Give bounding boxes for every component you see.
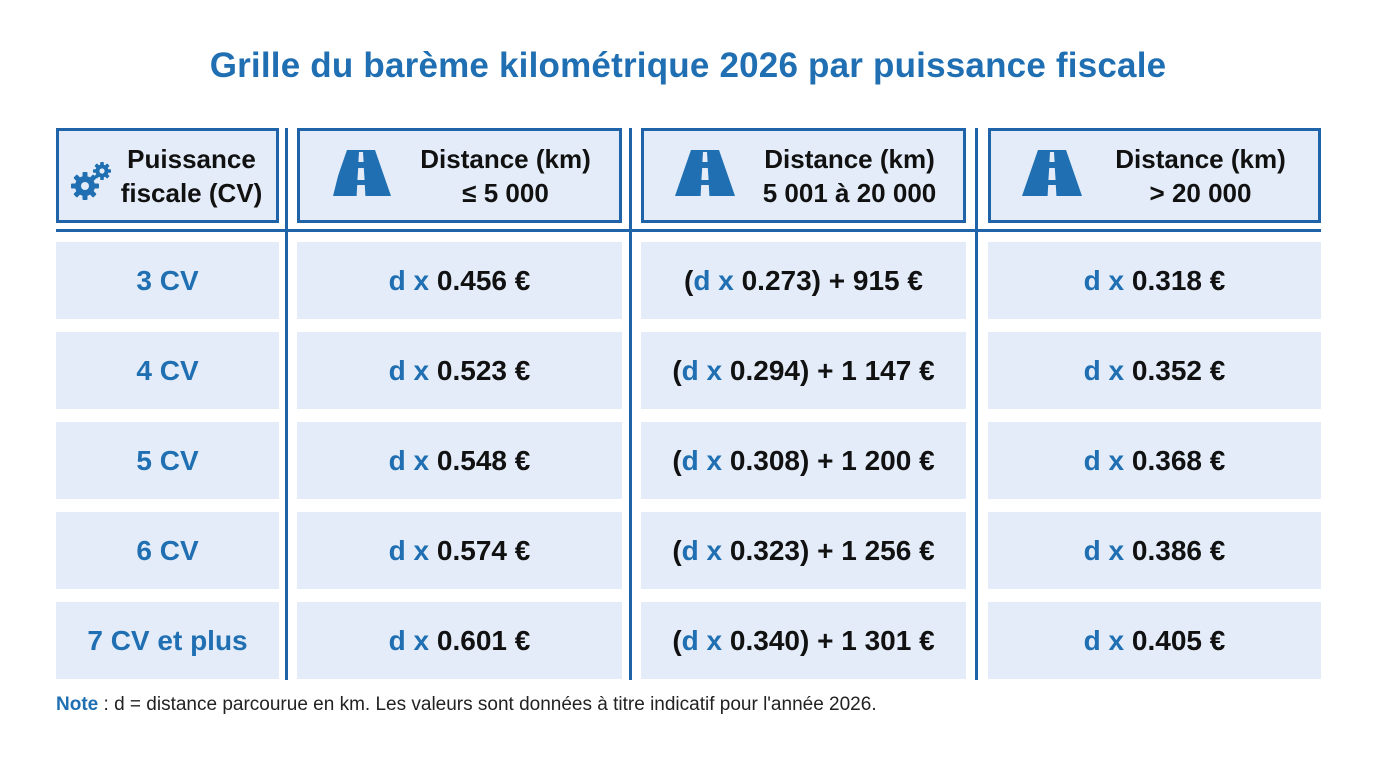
table-cell-rate-high: d x 0.386 €	[988, 512, 1321, 589]
table-row-power: 7 CV et plus	[56, 602, 279, 679]
table-row-power: 3 CV	[56, 242, 279, 319]
header-distance-label: Distance (km) > 20 000	[1115, 143, 1286, 208]
table-row-power: 5 CV	[56, 422, 279, 499]
table-cell-rate-low: d x 0.523 €	[297, 332, 622, 409]
road-icon	[1021, 148, 1083, 203]
table-cell-rate-high: d x 0.405 €	[988, 602, 1321, 679]
table-cell-rate-mid: (d x 0.340) + 1 301 €	[641, 602, 966, 679]
gears-icon	[69, 159, 113, 208]
table-cell-rate-low: d x 0.601 €	[297, 602, 622, 679]
column-divider	[975, 128, 978, 680]
header-distance-over-20000: Distance (km) > 20 000	[988, 128, 1321, 223]
road-icon	[674, 148, 736, 203]
header-power-label: Puissance fiscale (CV)	[120, 143, 263, 208]
header-distance-up-to-5000: Distance (km) ≤ 5 000	[297, 128, 622, 223]
header-distance-label: Distance (km) 5 001 à 20 000	[762, 143, 937, 208]
table-row-power: 6 CV	[56, 512, 279, 589]
table-cell-rate-mid: (d x 0.323) + 1 256 €	[641, 512, 966, 589]
header-distance-label: Distance (km) ≤ 5 000	[420, 143, 591, 208]
table-cell-rate-mid: (d x 0.308) + 1 200 €	[641, 422, 966, 499]
header-divider	[56, 229, 1321, 232]
table-cell-rate-low: d x 0.456 €	[297, 242, 622, 319]
table-cell-rate-low: d x 0.574 €	[297, 512, 622, 589]
road-icon	[330, 148, 392, 203]
column-divider	[285, 128, 288, 680]
note-label: Note	[56, 694, 99, 715]
table-cell-rate-mid: (d x 0.294) + 1 147 €	[641, 332, 966, 409]
header-power: Puissance fiscale (CV)	[56, 128, 279, 223]
table-cell-rate-high: d x 0.318 €	[988, 242, 1321, 319]
note-text: : d = distance parcourue en km. Les vale…	[98, 694, 877, 715]
table-cell-rate-mid: (d x 0.273) + 915 €	[641, 242, 966, 319]
table-cell-rate-high: d x 0.368 €	[988, 422, 1321, 499]
table-row-power: 4 CV	[56, 332, 279, 409]
table-cell-rate-low: d x 0.548 €	[297, 422, 622, 499]
footnote: Note : d = distance parcourue en km. Les…	[56, 694, 877, 716]
table-cell-rate-high: d x 0.352 €	[988, 332, 1321, 409]
page-title: Grille du barème kilométrique 2026 par p…	[209, 46, 1167, 85]
header-distance-5001-20000: Distance (km) 5 001 à 20 000	[641, 128, 966, 223]
column-divider	[629, 128, 632, 680]
